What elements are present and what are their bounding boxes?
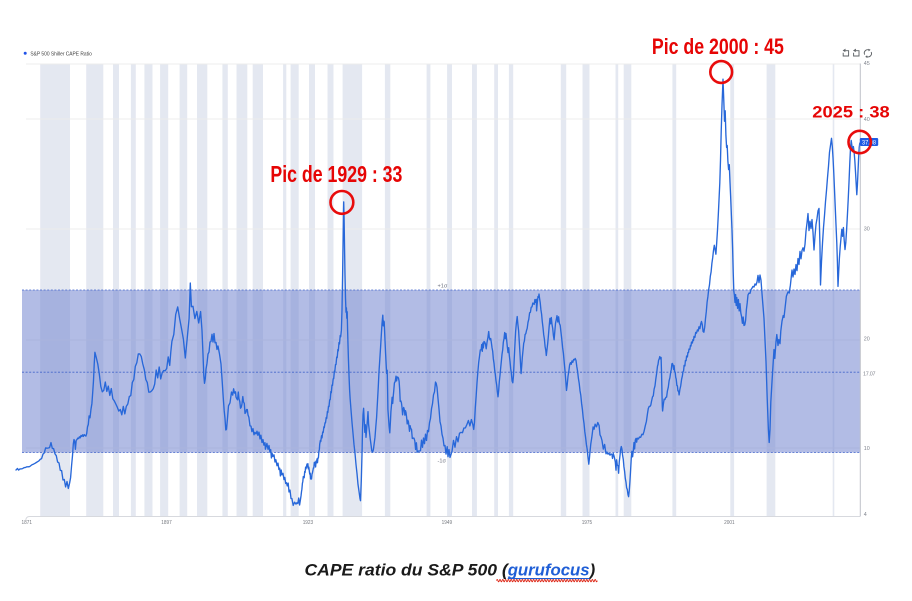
svg-text:37.98: 37.98 [862, 140, 877, 146]
svg-text:Pic de 1929 : 33: Pic de 1929 : 33 [270, 161, 402, 187]
svg-text:+1σ: +1σ [438, 283, 448, 289]
svg-text:1923: 1923 [303, 520, 314, 526]
svg-text:10: 10 [864, 446, 870, 452]
svg-text:45: 45 [864, 61, 870, 67]
svg-text:20: 20 [864, 337, 870, 343]
svg-text:2025 : 38: 2025 : 38 [812, 103, 889, 122]
svg-text:-1σ: -1σ [438, 459, 447, 465]
svg-text:Pic de 2000 : 45: Pic de 2000 : 45 [652, 34, 784, 59]
svg-text:S&P 500 Shiller CAPE Ratio: S&P 500 Shiller CAPE Ratio [30, 51, 91, 57]
svg-text:4: 4 [864, 512, 867, 518]
svg-text:1975: 1975 [582, 520, 593, 526]
svg-text:17.07: 17.07 [863, 371, 876, 377]
svg-text:1949: 1949 [442, 520, 453, 526]
svg-text:1871: 1871 [22, 520, 33, 526]
svg-text:2001: 2001 [724, 520, 735, 526]
svg-text:gurufocus: gurufocus [507, 560, 590, 579]
svg-text:30: 30 [864, 227, 870, 233]
svg-text:1897: 1897 [161, 520, 172, 526]
svg-text:): ) [588, 560, 596, 579]
svg-text:40: 40 [864, 117, 870, 123]
svg-text:CAPE ratio du S&P 500 (: CAPE ratio du S&P 500 ( [305, 560, 511, 579]
